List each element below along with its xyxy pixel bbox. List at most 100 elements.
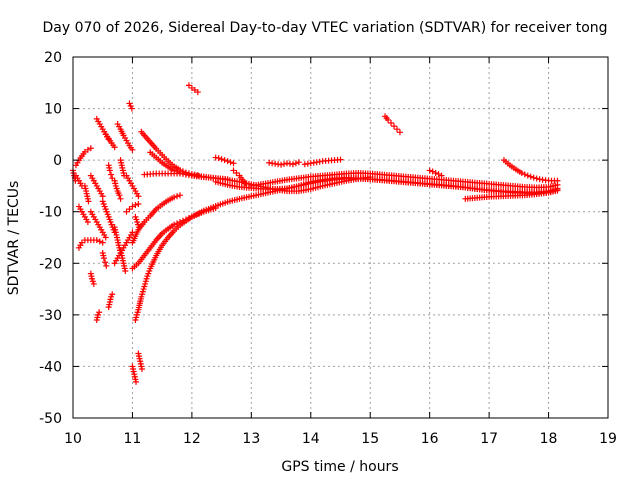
y-tick-label: 0 [53, 153, 62, 169]
data-point [96, 238, 103, 245]
series-arc-23 [93, 309, 103, 324]
data-point [87, 145, 94, 152]
data-point [100, 255, 107, 262]
data-point [132, 202, 139, 209]
x-tick-label: 19 [599, 431, 617, 447]
series-arc-42 [132, 213, 142, 231]
series-arc-37 [111, 177, 124, 202]
data-point [533, 175, 540, 182]
series-arc-36 [123, 172, 142, 200]
series-arc-38 [81, 182, 92, 205]
series-arc-27 [75, 203, 91, 226]
data-point [432, 170, 439, 177]
series-arc-11 [266, 159, 302, 168]
axis-ticks [72, 56, 609, 419]
x-tick-label: 16 [421, 431, 439, 447]
data-point [530, 174, 537, 181]
data-point [194, 89, 201, 96]
data-point [215, 155, 222, 162]
chart-title: Day 070 of 2026, Sidereal Day-to-day VTE… [42, 20, 607, 36]
series-arc-34 [117, 247, 129, 275]
data-point [185, 215, 192, 222]
data-point [90, 280, 97, 287]
data-point [221, 157, 228, 164]
data-point [129, 146, 136, 153]
data-point [103, 262, 110, 269]
data-point [135, 224, 142, 231]
data-marks [70, 82, 561, 385]
data-point [385, 116, 392, 123]
series-arc-6 [147, 149, 231, 183]
data-point [554, 177, 561, 184]
data-point [281, 161, 288, 168]
data-point [524, 172, 531, 179]
data-point [230, 160, 237, 167]
data-point [289, 161, 296, 168]
data-point [135, 200, 142, 207]
data-point [388, 120, 395, 127]
data-point [109, 175, 116, 182]
data-point [135, 193, 142, 200]
series-arc-41 [126, 100, 135, 112]
y-tick-label: 10 [44, 102, 62, 118]
series-arc-18 [135, 350, 145, 373]
data-point [224, 158, 231, 165]
data-point [102, 234, 109, 241]
series-arc-10 [500, 157, 561, 184]
data-point [99, 239, 106, 246]
series-arc-44 [117, 157, 128, 179]
y-axis-label: SDTVAR / TECUs [6, 181, 22, 296]
series-arc-43 [105, 162, 116, 182]
data-point [109, 291, 116, 298]
series-arc-14 [230, 167, 249, 187]
x-tick-label: 15 [361, 431, 379, 447]
y-tick-label: -40 [39, 359, 62, 375]
x-tick-label: 11 [124, 431, 142, 447]
data-point [96, 309, 103, 316]
data-point [212, 205, 219, 212]
y-tick-label: -20 [39, 256, 62, 272]
data-point [554, 187, 561, 194]
series-arc-15 [426, 167, 445, 179]
data-point [93, 237, 100, 244]
plot-frame [72, 56, 609, 419]
grid-lines [73, 57, 608, 418]
series-arc-22 [102, 131, 118, 151]
series-arc-2 [129, 205, 219, 272]
x-tick-label: 13 [242, 431, 260, 447]
data-point [174, 220, 181, 227]
data-point [337, 156, 344, 163]
data-point [84, 219, 91, 226]
series-arc-9 [462, 187, 561, 202]
data-point [174, 168, 181, 175]
data-point [521, 171, 528, 178]
data-point [177, 219, 183, 226]
series-arc-35 [123, 200, 142, 215]
data-point [278, 161, 285, 168]
x-tick-labels: 10 11 12 13 14 15 16 17 18 19 [64, 431, 617, 447]
data-point [85, 198, 92, 205]
data-point [171, 194, 178, 201]
data-point [99, 193, 106, 200]
data-point [391, 123, 397, 130]
data-point [393, 126, 400, 133]
data-point [133, 378, 140, 385]
y-tick-label: -10 [39, 205, 62, 221]
series-arc-39 [99, 249, 110, 269]
data-point [224, 176, 231, 183]
series-arc-19 [129, 363, 140, 385]
series-arc-13 [212, 154, 237, 167]
data-point [396, 129, 403, 136]
series-arc-16 [382, 113, 403, 136]
data-point [138, 366, 145, 373]
data-point [179, 170, 186, 177]
x-tick-label: 10 [64, 431, 82, 447]
y-tick-labels: -50 -40 -30 -20 -10 0 10 20 [39, 50, 62, 427]
data-point [218, 156, 225, 163]
data-point [182, 216, 189, 223]
data-point [108, 171, 115, 178]
data-point [527, 173, 534, 180]
series-arc-12 [301, 156, 344, 168]
data-point [227, 159, 234, 166]
